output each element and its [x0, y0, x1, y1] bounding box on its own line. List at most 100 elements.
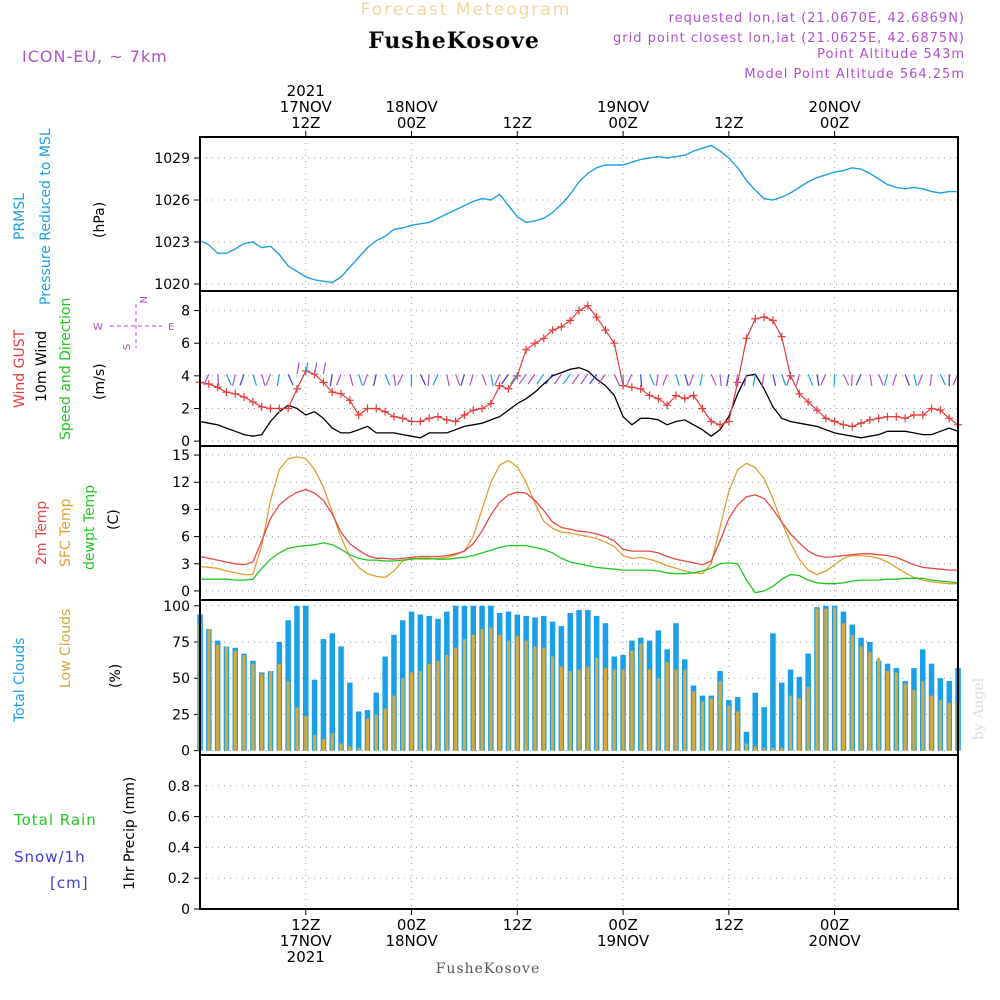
wind-direction-arrow [833, 374, 836, 387]
gust-marker [486, 399, 495, 408]
low-cloud-bar [648, 669, 652, 751]
gust-marker [901, 414, 910, 423]
compass-w: W [93, 322, 103, 333]
wind-panel-labels: Wind GUST 10m Wind Speed and Direction (… [12, 296, 174, 440]
gust-marker [698, 404, 707, 413]
gust-marker [248, 397, 257, 406]
y-tick-label: 8 [181, 304, 190, 320]
t2m-label: 2m Temp [34, 501, 50, 565]
gust-marker [433, 412, 442, 421]
gust-marker [839, 420, 848, 429]
top-time-label: 20NOV [809, 98, 862, 116]
top-time-label: 18NOV [385, 98, 438, 116]
panel-temperature: 0 3 6 9 12 15 [172, 446, 959, 600]
precip-panel-labels: Total Rain Snow/1h [cm] 1hr Precip (mm) [13, 777, 138, 892]
y-tick-label: 0 [181, 744, 190, 760]
y-tick-label: 1026 [154, 193, 190, 209]
bottom-time-label: 12Z [291, 916, 320, 934]
gust-marker [909, 411, 918, 419]
low-cloud-bar [947, 702, 951, 751]
gust-marker [874, 414, 883, 423]
low-cloud-bar [392, 695, 396, 751]
top-time-label: 12Z [291, 114, 320, 132]
pressure-unit: (hPa) [92, 202, 108, 238]
low-cloud-bar [656, 678, 660, 751]
temp-panel-labels: 2m Temp SFC Temp dewpt Temp (C) [34, 485, 122, 570]
point-altitude: Point Altitude 543m [817, 47, 965, 62]
low-cloud-bar [454, 647, 458, 751]
plot-area: 1020102310261029024680369121502550751000… [154, 82, 962, 966]
wind-label: 10m Wind [34, 331, 50, 402]
wind-direction-arrow [427, 374, 430, 387]
wind-direction-arrow [362, 374, 369, 386]
low-cloud-bar [533, 646, 537, 751]
gust-marker [724, 417, 733, 426]
wind-direction-arrow [795, 374, 800, 386]
cloud-panel-labels: Total Clouds Low Clouds (%) [12, 609, 124, 723]
low-cloud-bar [692, 691, 696, 751]
low-cloud-bar [921, 681, 925, 751]
wind-direction-arrow [913, 374, 918, 387]
low-cloud-bar [771, 747, 775, 751]
low-cloud-bar [806, 686, 810, 751]
low-cloud-bar [462, 639, 466, 751]
low-cloud-bar [824, 608, 828, 751]
location-title: FusheKosove [368, 28, 540, 54]
low-cloud-bar [374, 714, 378, 751]
low-cloud-bar [833, 607, 837, 751]
compass-e: E [168, 322, 174, 333]
total-cloud-bar [770, 633, 776, 751]
wind-direction-arrow [892, 374, 897, 386]
wind-direction-arrow [726, 374, 730, 387]
y-tick-label: 6 [181, 530, 190, 546]
gust-marker [804, 397, 813, 406]
low-cloud-bar [224, 646, 228, 751]
bottom-time-label: 17NOV [280, 932, 333, 950]
y-tick-label: 25 [172, 707, 190, 723]
gust-marker [363, 404, 372, 413]
wind-direction-arrow [296, 362, 300, 375]
gust-marker [795, 389, 804, 398]
gust-marker [460, 411, 469, 419]
gust-marker [266, 404, 275, 413]
gust-marker [663, 401, 672, 410]
gust-marker [830, 417, 839, 426]
low-cloud-bar [938, 700, 942, 751]
gust-marker [566, 316, 575, 325]
y-tick-label: 0.4 [168, 840, 190, 856]
wind-direction-arrow [589, 373, 598, 385]
low-cloud-bar [542, 647, 546, 751]
wind-direction-arrow [252, 374, 258, 386]
wind-direction-arrow [372, 374, 377, 387]
total-cloud-bar [303, 605, 309, 751]
wind-direction-arrow [688, 374, 695, 386]
gust-marker [680, 394, 689, 403]
wind-direction-arrow [397, 373, 404, 386]
low-cloud-bar [700, 701, 704, 751]
total-cloud-bar [761, 707, 767, 751]
total-cloud-bar [320, 639, 327, 751]
gust-marker [645, 391, 654, 400]
gust-marker [213, 383, 222, 392]
gust-marker [610, 339, 619, 348]
low-cloud-bar [498, 634, 502, 751]
gust-marker [372, 404, 381, 413]
pressure-label-2: Pressure Reduced to MSL [38, 128, 54, 305]
gust-marker [442, 415, 451, 424]
wind-direction-arrow [752, 374, 756, 387]
low-cloud-bar [674, 669, 678, 751]
wind-direction-arrow [580, 373, 589, 385]
wind-direction-arrow [820, 373, 827, 386]
wind-direction-arrow [494, 373, 501, 386]
rain-label: Total Rain [13, 811, 97, 829]
gust-marker [892, 412, 901, 421]
gust-marker [416, 417, 425, 426]
low-cloud-bar [815, 608, 819, 751]
clouds-unit: (%) [108, 664, 124, 688]
wind-direction-arrow [842, 373, 850, 386]
gust-marker [857, 419, 866, 428]
gust-marker [451, 417, 460, 426]
panel-frame [199, 136, 959, 292]
low-cloud-bar [577, 669, 581, 751]
